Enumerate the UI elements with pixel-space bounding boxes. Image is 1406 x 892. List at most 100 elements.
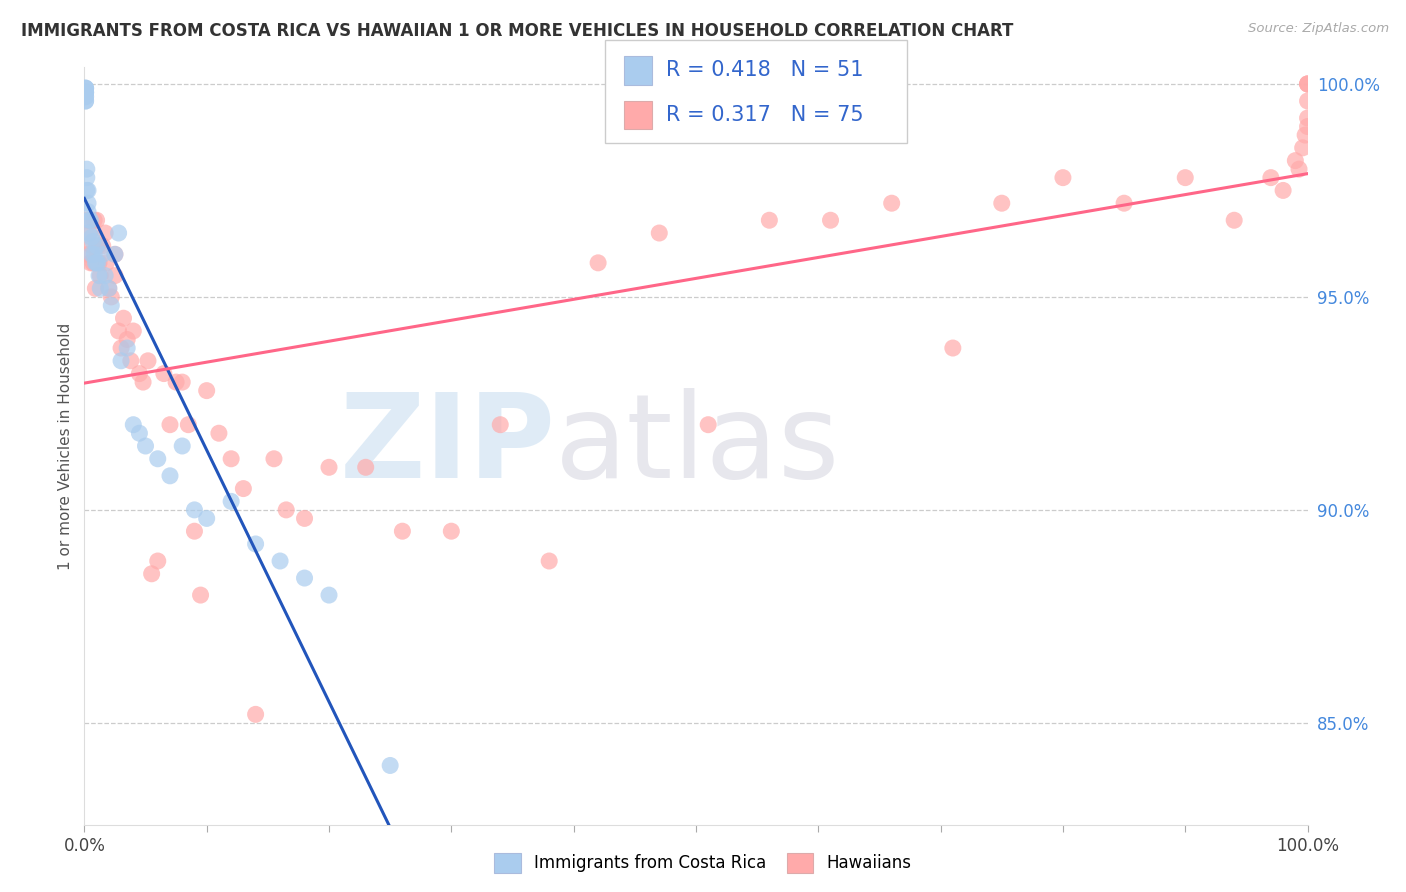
Point [991, 196, 1014, 211]
Point [141, 566, 163, 581]
Point [1296, 77, 1319, 91]
Point [190, 588, 212, 602]
Legend: Immigrants from Costa Rica, Hawaiians: Immigrants from Costa Rica, Hawaiians [488, 847, 918, 880]
Point [75, 81, 97, 95]
Point [96, 256, 118, 270]
Point [195, 384, 218, 398]
Point [245, 707, 267, 722]
Point [1296, 120, 1319, 134]
Point [91, 239, 114, 253]
Point [1296, 111, 1319, 125]
Point [115, 333, 138, 347]
Point [104, 268, 127, 283]
Point [146, 554, 169, 568]
Point [83, 247, 105, 261]
Point [159, 417, 181, 432]
Point [122, 417, 145, 432]
Point [1296, 77, 1319, 91]
Point [86, 256, 108, 270]
Point [76, 162, 98, 177]
Point [84, 256, 107, 270]
Text: Source: ZipAtlas.com: Source: ZipAtlas.com [1249, 22, 1389, 36]
Point [1052, 170, 1074, 185]
Point [146, 451, 169, 466]
Point [80, 247, 103, 261]
Point [880, 196, 903, 211]
Point [208, 426, 231, 441]
Point [75, 94, 97, 108]
Point [77, 213, 100, 227]
Point [77, 226, 100, 240]
Point [80, 230, 103, 244]
Point [135, 439, 157, 453]
Point [318, 588, 340, 602]
Point [1292, 141, 1315, 155]
Point [391, 524, 413, 539]
Point [83, 213, 105, 227]
Point [94, 226, 117, 240]
Point [1294, 128, 1316, 142]
Point [1260, 170, 1282, 185]
Point [86, 239, 108, 253]
Point [87, 239, 110, 253]
Text: atlas: atlas [555, 389, 841, 503]
Point [269, 554, 291, 568]
Point [183, 524, 205, 539]
Point [100, 290, 122, 304]
Point [440, 524, 463, 539]
Point [245, 537, 267, 551]
Point [89, 268, 111, 283]
Point [1272, 183, 1295, 197]
Point [87, 256, 110, 270]
Point [79, 213, 101, 227]
Point [489, 417, 512, 432]
Point [75, 94, 97, 108]
Point [1174, 170, 1197, 185]
Point [87, 268, 110, 283]
Point [76, 183, 98, 197]
Text: ZIP: ZIP [339, 389, 555, 503]
Point [1296, 77, 1319, 91]
Point [132, 375, 155, 389]
Point [183, 503, 205, 517]
Point [942, 341, 965, 355]
Point [75, 86, 97, 100]
Point [153, 367, 176, 381]
Point [77, 204, 100, 219]
Point [120, 353, 142, 368]
Point [77, 196, 100, 211]
Point [820, 213, 842, 227]
Point [77, 247, 100, 261]
Point [165, 375, 187, 389]
Point [76, 213, 98, 227]
Point [91, 247, 114, 261]
Point [75, 81, 97, 95]
Point [97, 281, 120, 295]
Point [112, 311, 135, 326]
Point [97, 281, 120, 295]
Point [75, 81, 97, 95]
Point [110, 341, 132, 355]
Point [219, 451, 242, 466]
Point [100, 298, 122, 312]
Text: IMMIGRANTS FROM COSTA RICA VS HAWAIIAN 1 OR MORE VEHICLES IN HOUSEHOLD CORRELATI: IMMIGRANTS FROM COSTA RICA VS HAWAIIAN 1… [21, 22, 1014, 40]
Point [82, 235, 104, 249]
Point [586, 256, 609, 270]
Point [110, 353, 132, 368]
Point [159, 468, 181, 483]
Point [75, 86, 97, 100]
Point [1114, 196, 1136, 211]
Point [1223, 213, 1246, 227]
Y-axis label: 1 or more Vehicles in Household: 1 or more Vehicles in Household [58, 322, 73, 570]
Point [128, 367, 150, 381]
Point [77, 183, 100, 197]
Point [104, 247, 127, 261]
Point [1296, 94, 1319, 108]
Point [136, 353, 159, 368]
Point [84, 281, 107, 295]
Point [318, 460, 340, 475]
Point [177, 417, 200, 432]
Point [115, 341, 138, 355]
Point [294, 571, 316, 585]
Point [697, 417, 720, 432]
